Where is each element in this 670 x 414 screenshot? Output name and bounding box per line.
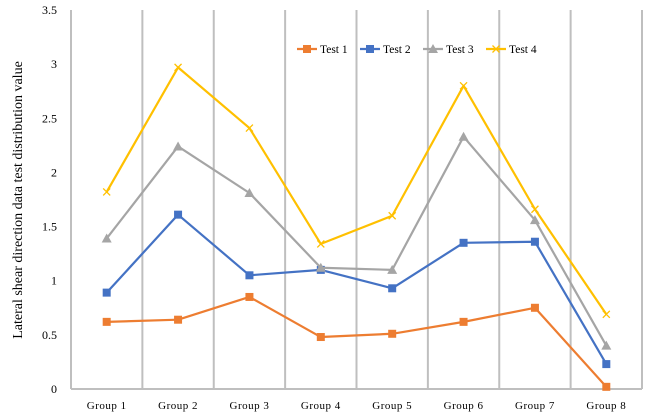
data-point	[388, 211, 397, 220]
data-point	[458, 131, 469, 141]
series-test-3	[101, 131, 612, 350]
data-point	[245, 271, 254, 280]
data-point	[601, 340, 612, 350]
legend-item: Test 1	[297, 44, 348, 56]
data-point	[602, 382, 611, 391]
data-point	[316, 239, 325, 248]
x-tick-label: Group 2	[158, 400, 198, 412]
data-point	[315, 262, 326, 272]
data-point	[459, 317, 468, 326]
data-point	[101, 233, 112, 243]
data-point	[174, 315, 183, 324]
data-point	[387, 264, 398, 274]
data-point	[174, 210, 183, 219]
y-tick-label: 1.5	[42, 220, 57, 234]
grid	[141, 10, 643, 389]
data-point	[173, 141, 184, 151]
series-line	[105, 135, 608, 347]
y-tick-label: 2	[51, 165, 57, 179]
legend-marker	[303, 45, 311, 53]
y-tick-label: 0.5	[42, 328, 57, 342]
series-line	[105, 66, 608, 315]
data-point	[529, 215, 540, 225]
data-point	[102, 317, 111, 326]
x-tick-label: Group 6	[444, 400, 484, 412]
series-line	[106, 295, 608, 388]
axes: 0 0.5 1 1.5 2 2.5 3 3.5 Group 1 Group 2 Group 3 Gro…	[42, 3, 642, 412]
y-tick-label: 3	[51, 57, 57, 71]
data-point	[459, 238, 468, 247]
legend-label: Test 1	[320, 44, 348, 56]
series-line	[105, 213, 608, 365]
legend-item: Test 4	[486, 44, 537, 56]
data-point	[102, 288, 111, 297]
y-tick-label: 0	[51, 382, 57, 396]
y-tick-label: 1	[51, 274, 57, 288]
legend-marker	[366, 45, 374, 53]
data-point	[459, 81, 468, 90]
legend-marker	[428, 44, 438, 53]
legend-label: Test 3	[446, 44, 474, 56]
legend-marker	[492, 45, 500, 53]
data-point	[602, 310, 611, 319]
x-tick-label: Group 5	[372, 400, 412, 412]
legend-label: Test 2	[383, 44, 411, 56]
x-tick-label: Group 4	[301, 400, 341, 412]
y-tick-label: 2.5	[42, 111, 57, 125]
data-point	[245, 124, 254, 132]
data-point	[388, 284, 397, 293]
series-test-4	[102, 63, 611, 319]
legend: Test 1 Test 2 Test 3 Test 4	[297, 44, 537, 56]
legend-item: Test 3	[423, 44, 474, 56]
data-point	[388, 329, 397, 338]
x-tick-label: Group 8	[586, 400, 626, 412]
x-tick-label: Group 1	[87, 400, 127, 412]
legend-label: Test 4	[509, 44, 537, 56]
series-group	[101, 63, 612, 391]
data-point	[244, 188, 255, 198]
y-tick-label: 3.5	[42, 3, 57, 17]
data-point	[530, 237, 539, 246]
data-point	[316, 333, 325, 342]
y-axis-label: Lateral shear direction data test distri…	[11, 61, 26, 339]
data-point	[530, 303, 539, 312]
data-point	[530, 205, 539, 214]
legend-item: Test 2	[360, 44, 411, 56]
x-tick-label: Group 3	[230, 400, 270, 412]
x-tick-label: Group 7	[515, 400, 555, 412]
data-point	[174, 63, 183, 72]
data-point	[245, 292, 254, 301]
series-test-1	[102, 292, 611, 391]
data-point	[602, 360, 611, 369]
data-point	[102, 187, 111, 196]
